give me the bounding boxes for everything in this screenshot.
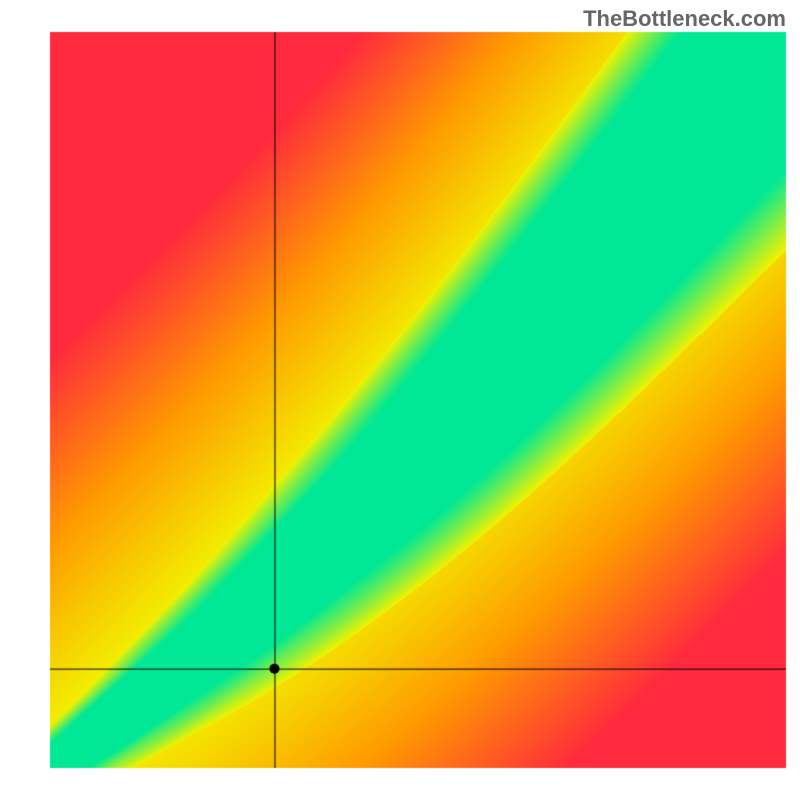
chart-container: TheBottleneck.com <box>0 0 800 800</box>
heatmap-canvas <box>0 0 800 800</box>
watermark-text: TheBottleneck.com <box>583 6 786 32</box>
